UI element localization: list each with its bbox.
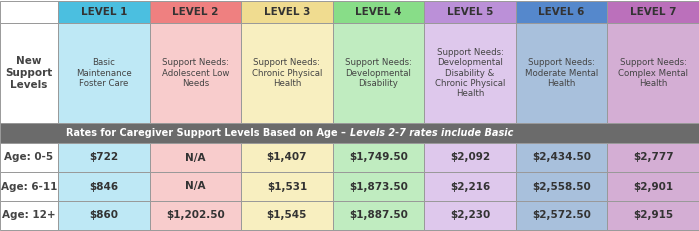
Bar: [333, 172, 424, 201]
Text: Age: 6-11: Age: 6-11: [1, 182, 57, 191]
Text: $2,558.50: $2,558.50: [532, 182, 591, 191]
Bar: [424, 172, 516, 201]
Bar: [424, 1, 516, 23]
Bar: [424, 143, 516, 172]
Bar: [241, 172, 333, 201]
Bar: [58, 143, 150, 172]
Text: Support Needs:
Developmental
Disability &
Chronic Physical
Health: Support Needs: Developmental Disability …: [435, 48, 505, 98]
Text: LEVEL 3: LEVEL 3: [264, 7, 310, 17]
Bar: [150, 172, 241, 201]
Text: $2,901: $2,901: [633, 182, 673, 191]
Bar: [241, 201, 333, 230]
Text: Age: 0-5: Age: 0-5: [4, 152, 54, 162]
Bar: [0, 23, 58, 123]
Bar: [241, 23, 333, 123]
Bar: [607, 143, 699, 172]
Text: Support Needs:
Moderate Mental
Health: Support Needs: Moderate Mental Health: [525, 58, 598, 88]
Text: $2,092: $2,092: [450, 152, 490, 162]
Text: $1,545: $1,545: [267, 210, 307, 221]
Text: LEVEL 2: LEVEL 2: [172, 7, 219, 17]
Text: $860: $860: [89, 210, 118, 221]
Bar: [516, 143, 607, 172]
Bar: [58, 23, 150, 123]
Text: $846: $846: [89, 182, 118, 191]
Bar: [607, 172, 699, 201]
Text: LEVEL 7: LEVEL 7: [630, 7, 677, 17]
Bar: [150, 23, 241, 123]
Bar: [0, 1, 58, 23]
Text: New
Support
Levels: New Support Levels: [6, 56, 52, 90]
Bar: [333, 201, 424, 230]
Text: $722: $722: [89, 152, 118, 162]
Bar: [241, 1, 333, 23]
Bar: [333, 1, 424, 23]
Bar: [607, 23, 699, 123]
Text: Support Needs:
Developmental
Disability: Support Needs: Developmental Disability: [345, 58, 412, 88]
Text: Rates for Caregiver Support Levels Based on Age –: Rates for Caregiver Support Levels Based…: [66, 128, 350, 138]
Bar: [0, 143, 58, 172]
Bar: [58, 1, 150, 23]
Bar: [424, 23, 516, 123]
Text: Age: 12+: Age: 12+: [2, 210, 56, 221]
Text: $1,873.50: $1,873.50: [349, 182, 408, 191]
Text: $1,202.50: $1,202.50: [166, 210, 225, 221]
Text: $1,531: $1,531: [267, 182, 307, 191]
Text: N/A: N/A: [185, 152, 206, 162]
Bar: [58, 201, 150, 230]
Text: $1,407: $1,407: [267, 152, 307, 162]
Bar: [607, 1, 699, 23]
Text: N/A: N/A: [185, 182, 206, 191]
Bar: [0, 172, 58, 201]
Bar: [516, 201, 607, 230]
Bar: [333, 143, 424, 172]
Bar: [607, 201, 699, 230]
Text: Support Needs:
Adolescent Low
Needs: Support Needs: Adolescent Low Needs: [161, 58, 229, 88]
Bar: [0, 123, 699, 143]
Text: Support Needs:
Complex Mental
Health: Support Needs: Complex Mental Health: [618, 58, 689, 88]
Text: Basic
Maintenance
Foster Care: Basic Maintenance Foster Care: [76, 58, 131, 88]
Text: $2,230: $2,230: [450, 210, 490, 221]
Text: $1,749.50: $1,749.50: [349, 152, 408, 162]
Text: $2,216: $2,216: [450, 182, 490, 191]
Text: Levels 2-7 rates include Basic: Levels 2-7 rates include Basic: [350, 128, 513, 138]
Text: $2,434.50: $2,434.50: [532, 152, 591, 162]
Bar: [333, 23, 424, 123]
Text: $2,777: $2,777: [633, 152, 674, 162]
Text: Support Needs:
Chronic Physical
Health: Support Needs: Chronic Physical Health: [252, 58, 322, 88]
Text: $1,887.50: $1,887.50: [349, 210, 408, 221]
Text: $2,572.50: $2,572.50: [532, 210, 591, 221]
Text: $2,915: $2,915: [633, 210, 673, 221]
Text: LEVEL 5: LEVEL 5: [447, 7, 493, 17]
Bar: [516, 23, 607, 123]
Bar: [0, 201, 58, 230]
Text: LEVEL 4: LEVEL 4: [355, 7, 402, 17]
Bar: [150, 201, 241, 230]
Bar: [150, 143, 241, 172]
Text: LEVEL 1: LEVEL 1: [80, 7, 127, 17]
Bar: [516, 172, 607, 201]
Bar: [424, 201, 516, 230]
Bar: [516, 1, 607, 23]
Bar: [241, 143, 333, 172]
Bar: [150, 1, 241, 23]
Bar: [58, 172, 150, 201]
Text: LEVEL 6: LEVEL 6: [538, 7, 585, 17]
